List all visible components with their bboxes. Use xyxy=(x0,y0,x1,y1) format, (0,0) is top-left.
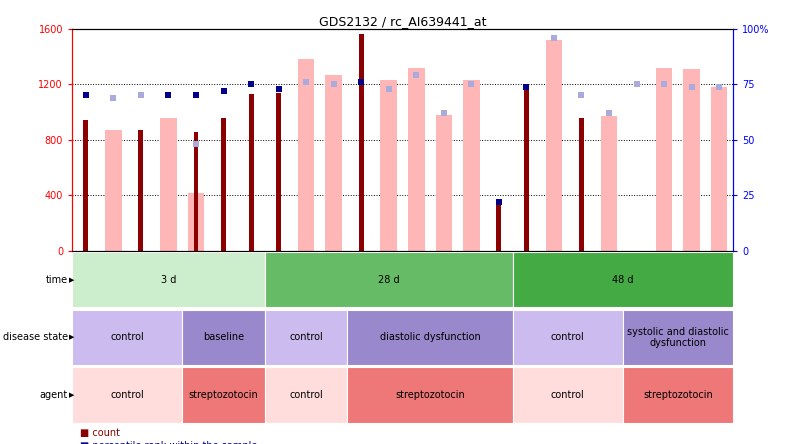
Text: control: control xyxy=(111,390,144,400)
Bar xyxy=(623,310,733,365)
Text: baseline: baseline xyxy=(203,333,244,342)
Bar xyxy=(187,193,204,251)
Bar xyxy=(72,368,183,423)
Text: 28 d: 28 d xyxy=(378,275,400,285)
Text: control: control xyxy=(289,333,323,342)
Bar xyxy=(72,310,183,365)
Bar xyxy=(105,130,122,251)
Text: ▶: ▶ xyxy=(69,392,74,398)
Bar xyxy=(463,80,480,251)
Text: time: time xyxy=(46,275,68,285)
Bar xyxy=(265,310,348,365)
Bar xyxy=(298,59,315,251)
Text: systolic and diastolic
dysfunction: systolic and diastolic dysfunction xyxy=(627,327,729,348)
Bar xyxy=(276,93,281,251)
Text: control: control xyxy=(551,390,585,400)
Text: agent: agent xyxy=(40,390,68,400)
Bar xyxy=(497,199,501,251)
Bar xyxy=(160,118,177,251)
Bar xyxy=(221,118,226,251)
Bar xyxy=(623,368,733,423)
Bar xyxy=(183,368,265,423)
Bar xyxy=(72,252,265,307)
Bar xyxy=(265,368,348,423)
Text: streptozotocin: streptozotocin xyxy=(189,390,259,400)
Bar xyxy=(683,69,700,251)
Bar xyxy=(436,115,452,251)
Bar xyxy=(513,252,733,307)
Bar xyxy=(248,94,254,251)
Bar xyxy=(359,35,364,251)
Text: streptozotocin: streptozotocin xyxy=(395,390,465,400)
Bar xyxy=(513,368,623,423)
Title: GDS2132 / rc_AI639441_at: GDS2132 / rc_AI639441_at xyxy=(319,15,486,28)
Bar xyxy=(380,80,397,251)
Bar xyxy=(656,67,672,251)
Bar xyxy=(348,368,513,423)
Bar xyxy=(513,310,623,365)
Bar xyxy=(408,67,425,251)
Text: streptozotocin: streptozotocin xyxy=(643,390,713,400)
Bar xyxy=(711,87,727,251)
Bar xyxy=(194,131,199,251)
Bar xyxy=(183,310,265,365)
Text: ■ count: ■ count xyxy=(80,428,120,439)
Bar xyxy=(265,252,513,307)
Text: disease state: disease state xyxy=(3,333,68,342)
Text: ■ percentile rank within the sample: ■ percentile rank within the sample xyxy=(80,441,257,444)
Bar xyxy=(545,40,562,251)
Bar xyxy=(139,130,143,251)
Text: 48 d: 48 d xyxy=(612,275,634,285)
Bar xyxy=(601,116,618,251)
Bar xyxy=(83,120,88,251)
Bar xyxy=(348,310,513,365)
Bar xyxy=(579,118,584,251)
Text: control: control xyxy=(551,333,585,342)
Text: control: control xyxy=(111,333,144,342)
Bar xyxy=(524,86,529,251)
Text: 3 d: 3 d xyxy=(161,275,176,285)
Text: diastolic dysfunction: diastolic dysfunction xyxy=(380,333,481,342)
Text: control: control xyxy=(289,390,323,400)
Text: ▶: ▶ xyxy=(69,277,74,283)
Bar xyxy=(325,75,342,251)
Text: ▶: ▶ xyxy=(69,334,74,341)
